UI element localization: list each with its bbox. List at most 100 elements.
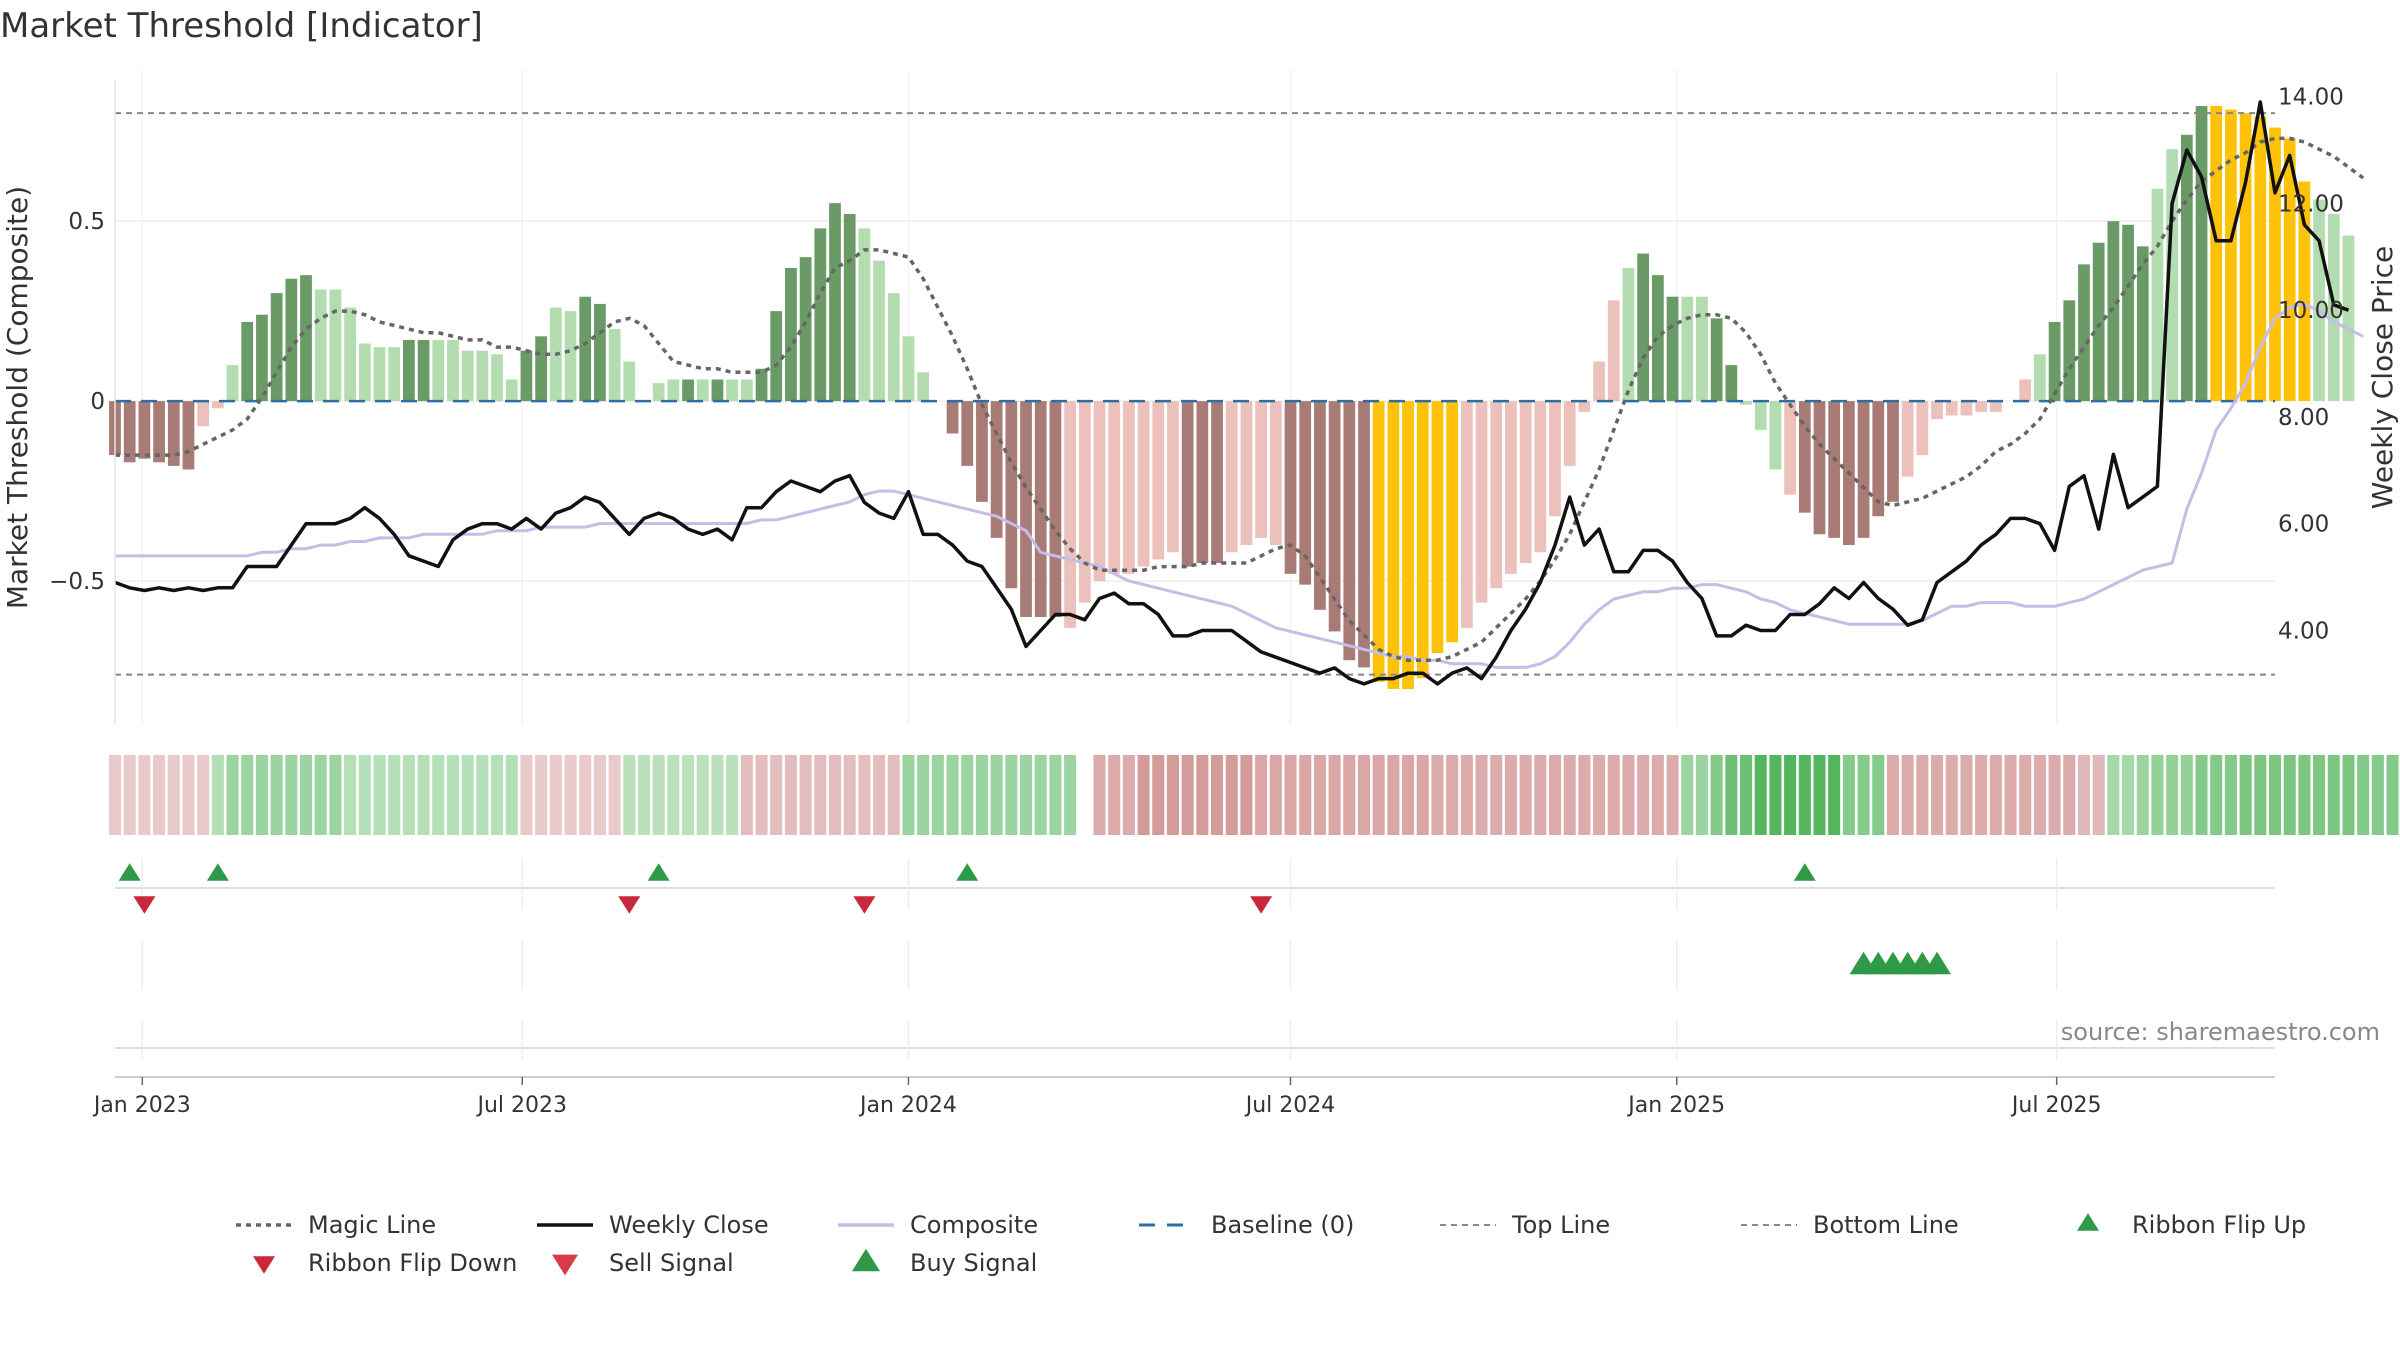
histogram-bar (476, 350, 489, 402)
ribbon-cell (814, 755, 827, 835)
histogram-bar (358, 343, 371, 402)
ribbon-cell (138, 755, 151, 835)
ribbon-cell (975, 755, 988, 835)
ribbon-cell (1166, 755, 1179, 835)
histogram-bar (1225, 401, 1238, 553)
histogram-bar (2269, 127, 2281, 402)
y-tick-label: −0.5 (49, 569, 105, 595)
histogram-bar (594, 303, 606, 402)
y-right-tick-label: 4.00 (2278, 619, 2329, 645)
ribbon-cell (2224, 755, 2237, 835)
ribbon-cell (623, 755, 636, 835)
histogram-bar (1299, 401, 1312, 585)
histogram-bar (1108, 401, 1121, 574)
ribbon-cell (2371, 755, 2384, 835)
ribbon-cell (799, 755, 812, 835)
ribbon-cell (167, 755, 180, 835)
ribbon-cell (2077, 755, 2091, 835)
y-right-tick-label: 14.00 (2278, 85, 2344, 111)
ribbon-cell (1916, 755, 1929, 835)
ribbon-cell (917, 755, 930, 835)
ribbon-cell (1534, 755, 1547, 835)
y-right-axis-label: Weekly Close Price (2366, 246, 2399, 509)
ribbon-cell (2180, 755, 2193, 835)
histogram-bar (2151, 188, 2164, 402)
histogram-bar (1681, 296, 1694, 402)
histogram-bar (1593, 361, 1605, 402)
axes: 0.5 0 −0.5 14.00 12.00 10.00 8.00 6.00 4.00 Marke… (1, 80, 2399, 725)
ribbon-cell (1651, 755, 1664, 835)
histogram-bar (726, 379, 739, 402)
ribbon-cell (579, 755, 592, 835)
histogram-bar (138, 401, 151, 459)
histogram-bar (1167, 401, 1179, 553)
histogram-bar (505, 379, 518, 402)
ribbon-cell (314, 755, 327, 835)
ribbon-cell (887, 755, 900, 835)
ribbon-cell (652, 755, 665, 835)
histogram-bar (270, 293, 283, 402)
histogram-bar (2034, 354, 2046, 402)
histogram-bar (1137, 401, 1150, 567)
ribbon-cell (2107, 755, 2120, 835)
ribbon-cell (1548, 755, 1562, 835)
ribbon-cell (446, 755, 459, 835)
y-tick-label: 0.5 (68, 209, 105, 235)
ribbon-cell (1211, 755, 1224, 835)
histogram-bar (1284, 401, 1297, 574)
histogram-bar (1181, 401, 1194, 567)
histogram-bar (226, 365, 239, 402)
ribbon-cell (1857, 755, 1870, 835)
histogram-bar (1901, 401, 1914, 477)
ribbon-cell (1828, 755, 1841, 835)
ribbon-cell (711, 755, 724, 835)
histogram-bar (1989, 401, 2002, 412)
ribbon-cell (2048, 755, 2061, 835)
ribbon-cell (329, 755, 342, 835)
histogram-bar (461, 350, 474, 402)
ribbon-cell (2254, 755, 2267, 835)
signal-markers (115, 858, 2275, 1078)
ribbon-cell (843, 755, 856, 835)
ribbon-cell (1372, 755, 1385, 835)
ribbon-cell (2166, 755, 2179, 835)
ribbon-flip-down-marker (618, 896, 641, 914)
ribbon-cell (1607, 755, 1620, 835)
histogram-bar (1916, 401, 1929, 456)
ribbon-cell (1064, 755, 1077, 835)
histogram-bar (843, 213, 856, 402)
histogram-bar (1740, 401, 1752, 405)
histogram-bar (2122, 224, 2134, 402)
ribbon-cell (182, 755, 195, 835)
ribbon-flip-up-marker (206, 863, 229, 881)
ribbon-cell (1005, 755, 1018, 835)
ribbon-cell (1945, 755, 1958, 835)
histogram-bar (1387, 401, 1400, 690)
histogram-bar (946, 401, 959, 434)
ribbon-cell (1402, 755, 1415, 835)
ribbon-cell (1710, 755, 1723, 835)
ribbon-cell (1122, 755, 1135, 835)
histogram-bar (696, 379, 709, 402)
ribbon-cell (1872, 755, 1885, 835)
ribbon-cell (1666, 755, 1679, 835)
ribbon-cell (535, 755, 548, 835)
histogram-bar (740, 379, 753, 402)
histogram-bar (1358, 401, 1370, 668)
histogram-bar (1152, 401, 1165, 560)
histogram-bar (432, 339, 445, 402)
histogram-bar (2239, 113, 2252, 402)
histogram-bar (2298, 181, 2311, 402)
histogram-bar (1754, 401, 1767, 430)
histogram-bar (799, 257, 812, 402)
legend-swatch (253, 1256, 275, 1274)
ribbon-cell (1975, 755, 1988, 835)
ribbon-cell (593, 755, 606, 835)
histogram-bar (2313, 199, 2325, 402)
ribbon-cell (1255, 755, 1268, 835)
histogram-bar (623, 361, 636, 402)
ribbon-cell (990, 755, 1003, 835)
ribbon-cell (1093, 755, 1106, 835)
ribbon-cell (505, 755, 518, 835)
